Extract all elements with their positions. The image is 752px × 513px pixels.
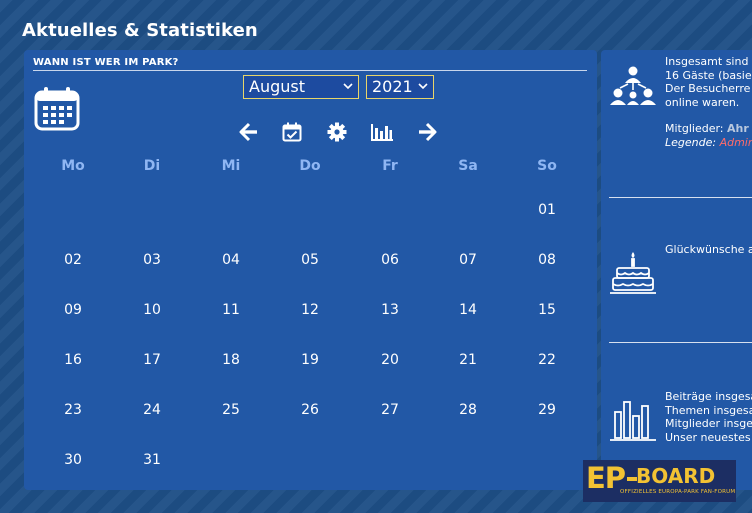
month-select-value: August — [249, 77, 305, 96]
calendar-day[interactable]: 14 — [459, 302, 477, 318]
forum-stats: Beiträge insgesa Themen insgesa Mitglied… — [665, 390, 752, 444]
calendar-day[interactable]: 13 — [381, 302, 399, 318]
calendar-day[interactable]: 02 — [64, 252, 82, 268]
weekday-so: So — [537, 158, 557, 174]
member-link[interactable]: Ahr — [727, 122, 749, 135]
arrow-right-icon[interactable] — [418, 122, 438, 142]
calendar-icon — [34, 87, 80, 131]
statistics-chart-icon — [610, 401, 656, 441]
birthday-stats: Glückwünsche a — [665, 243, 752, 257]
calendar-day[interactable]: 10 — [143, 302, 161, 318]
calendar-day[interactable]: 03 — [143, 252, 161, 268]
weekday-mi: Mi — [221, 158, 241, 174]
calendar-day[interactable]: 24 — [143, 402, 161, 418]
calendar-day[interactable]: 19 — [301, 352, 319, 368]
calendar-panel: WANN IST WER IM PARK? August 2021 — [24, 50, 597, 490]
online-line-4: online waren. — [665, 95, 740, 109]
stats-line-1: Beiträge insgesa — [665, 390, 752, 403]
gear-icon[interactable] — [327, 122, 347, 142]
legend-admin[interactable]: Admin — [719, 135, 752, 149]
calendar-day[interactable]: 11 — [222, 302, 240, 318]
online-line-1: Insgesamt sind — [665, 55, 749, 68]
month-select[interactable]: August — [243, 75, 359, 99]
online-line-2: 16 Gäste (basie — [665, 68, 752, 82]
legend-row: Legende: Admin — [665, 136, 752, 150]
stats-panel: Insgesamt sind 16 Gäste (basie Der Besuc… — [601, 50, 752, 490]
ep-board-logo[interactable]: EP BOARD Offizielles Europa-Park Fan-For… — [583, 460, 736, 502]
year-select[interactable]: 2021 — [366, 75, 434, 99]
calendar-day[interactable]: 12 — [301, 302, 319, 318]
calendar-check-icon[interactable] — [282, 122, 302, 142]
bar-chart-icon[interactable] — [370, 122, 394, 142]
calendar-day[interactable]: 26 — [301, 402, 319, 418]
logo-tagline: Offizielles Europa-Park Fan-Forum — [620, 489, 736, 495]
calendar-day[interactable]: 04 — [222, 252, 240, 268]
calendar-day[interactable]: 06 — [381, 252, 399, 268]
online-stats: Insgesamt sind 16 Gäste (basie Der Besuc… — [665, 55, 752, 149]
calendar-day[interactable]: 07 — [459, 252, 477, 268]
calendar-header: WANN IST WER IM PARK? — [33, 57, 587, 71]
chevron-down-icon — [418, 83, 428, 90]
logo-dash — [627, 477, 637, 481]
calendar-day[interactable]: 15 — [538, 302, 556, 318]
section-title: Aktuelles & Statistiken — [22, 20, 258, 41]
birthday-cake-icon — [610, 252, 656, 294]
stats-line-4: Unser neuestes — [665, 430, 751, 444]
calendar-day[interactable]: 01 — [538, 202, 556, 218]
users-network-icon — [610, 66, 656, 105]
weekday-sa: Sa — [458, 158, 478, 174]
stats-line-3: Mitglieder insge — [665, 417, 752, 430]
calendar-day[interactable]: 27 — [381, 402, 399, 418]
calendar-day[interactable]: 21 — [459, 352, 477, 368]
chevron-down-icon — [343, 83, 353, 90]
members-label: Mitglieder: — [665, 122, 724, 135]
weekday-di: Di — [143, 158, 161, 174]
weekday-fr: Fr — [382, 158, 398, 174]
calendar-day[interactable]: 05 — [301, 252, 319, 268]
divider — [609, 342, 752, 343]
calendar-day[interactable]: 16 — [64, 352, 82, 368]
logo-board: BOARD — [636, 464, 716, 488]
calendar-day[interactable]: 17 — [143, 352, 161, 368]
calendar-day[interactable]: 30 — [64, 452, 82, 468]
weekday-do: Do — [299, 158, 321, 174]
calendar-day[interactable]: 20 — [381, 352, 399, 368]
arrow-left-icon[interactable] — [238, 122, 258, 142]
calendar-day[interactable]: 22 — [538, 352, 556, 368]
online-members-row: Mitglieder: Ahr — [665, 122, 752, 136]
birthday-line-1: Glückwünsche a — [665, 243, 752, 256]
logo-ep: EP — [586, 461, 626, 495]
calendar-day[interactable]: 23 — [64, 402, 82, 418]
year-select-value: 2021 — [372, 77, 413, 96]
calendar-day[interactable]: 28 — [459, 402, 477, 418]
divider — [609, 197, 752, 198]
calendar-day[interactable]: 25 — [222, 402, 240, 418]
calendar-day[interactable]: 09 — [64, 302, 82, 318]
weekday-mo: Mo — [61, 158, 85, 174]
stats-line-2: Themen insgesa — [665, 403, 752, 417]
online-line-3: Der Besucherre — [665, 82, 751, 95]
calendar-day[interactable]: 29 — [538, 402, 556, 418]
calendar-day[interactable]: 08 — [538, 252, 556, 268]
calendar-day[interactable]: 31 — [143, 452, 161, 468]
legend-label: Legende: — [665, 135, 717, 149]
calendar-day[interactable]: 18 — [222, 352, 240, 368]
